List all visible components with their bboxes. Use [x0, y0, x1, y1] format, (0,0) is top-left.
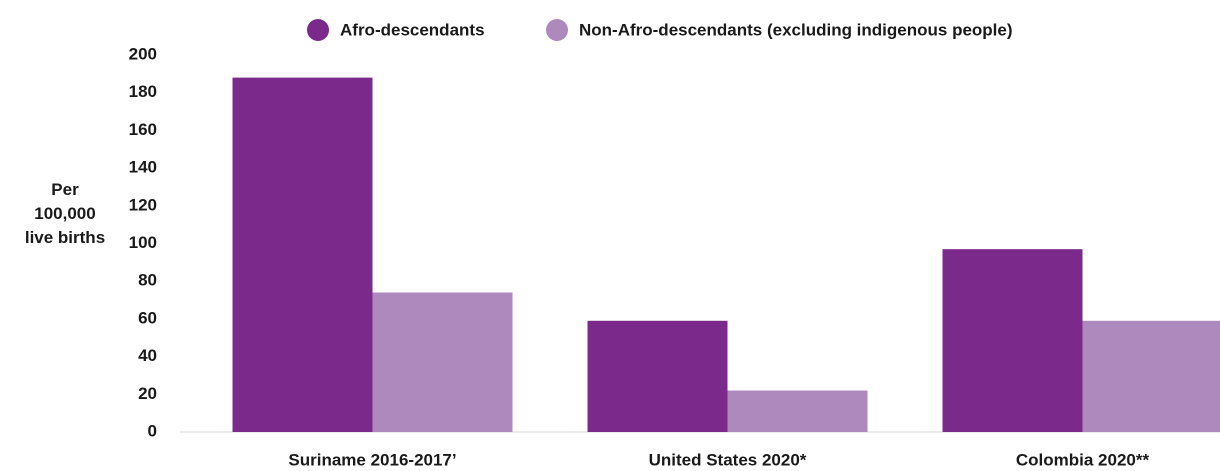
y-tick-label: 20 [138, 384, 157, 403]
bar [942, 249, 1083, 432]
y-tick-label: 0 [148, 421, 157, 440]
bar [372, 292, 513, 432]
y-tick-label: 120 [129, 195, 157, 214]
y-tick-label: 40 [138, 346, 157, 365]
legend-marker [546, 19, 568, 41]
bar [727, 390, 868, 432]
y-tick-label: 100 [129, 233, 157, 252]
bar [232, 77, 373, 433]
y-axis-label: Per 100,000 live births [24, 180, 106, 247]
y-tick-label: 60 [138, 308, 157, 327]
x-tick-label: Suriname 2016-2017’ [288, 450, 456, 469]
y-tick-label: 80 [138, 271, 157, 290]
bar [587, 320, 728, 432]
x-tick-label: Colombia 2020** [1016, 450, 1150, 469]
bar [1082, 320, 1220, 432]
y-tick-label: 160 [129, 120, 157, 139]
legend-marker [307, 19, 329, 41]
legend-label: Non-Afro-descendants (excluding indigeno… [579, 20, 1013, 39]
y-tick-label: 200 [129, 44, 157, 63]
legend-label: Afro-descendants [340, 20, 485, 39]
y-tick-label: 140 [129, 158, 157, 177]
y-tick-label: 180 [129, 82, 157, 101]
x-tick-label: United States 2020* [649, 450, 807, 469]
